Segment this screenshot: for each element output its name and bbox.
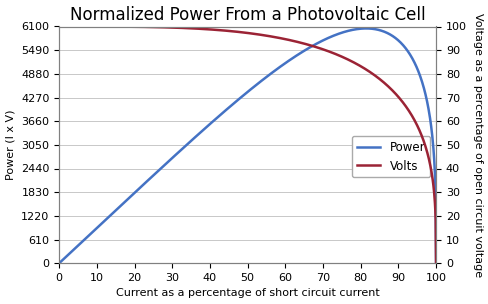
Volts (314, 46, 320, 50)
Power (95, 225, 101, 229)
Volts (208, 28, 214, 31)
Volts (432, 261, 438, 265)
Power (56, 261, 62, 265)
Power (349, 28, 355, 32)
Volts (356, 64, 362, 67)
Volts (222, 29, 228, 33)
Power (363, 27, 368, 30)
Volts (56, 25, 62, 28)
Volts (349, 60, 355, 64)
Power (222, 109, 228, 112)
Line: Power: Power (59, 29, 435, 263)
Y-axis label: Power (I x V): Power (I x V) (5, 109, 16, 180)
Volts (95, 25, 101, 28)
Line: Volts: Volts (59, 26, 435, 263)
Legend: Power, Volts: Power, Volts (351, 136, 429, 177)
Power (356, 27, 362, 31)
Power (432, 261, 438, 265)
X-axis label: Current as a percentage of short circuit current: Current as a percentage of short circuit… (116, 288, 379, 299)
Power (314, 41, 320, 45)
Power (208, 121, 214, 124)
Title: Normalized Power From a Photovoltaic Cell: Normalized Power From a Photovoltaic Cel… (70, 5, 425, 23)
Y-axis label: Voltage as a percentage of open circuit voltage: Voltage as a percentage of open circuit … (472, 13, 483, 277)
